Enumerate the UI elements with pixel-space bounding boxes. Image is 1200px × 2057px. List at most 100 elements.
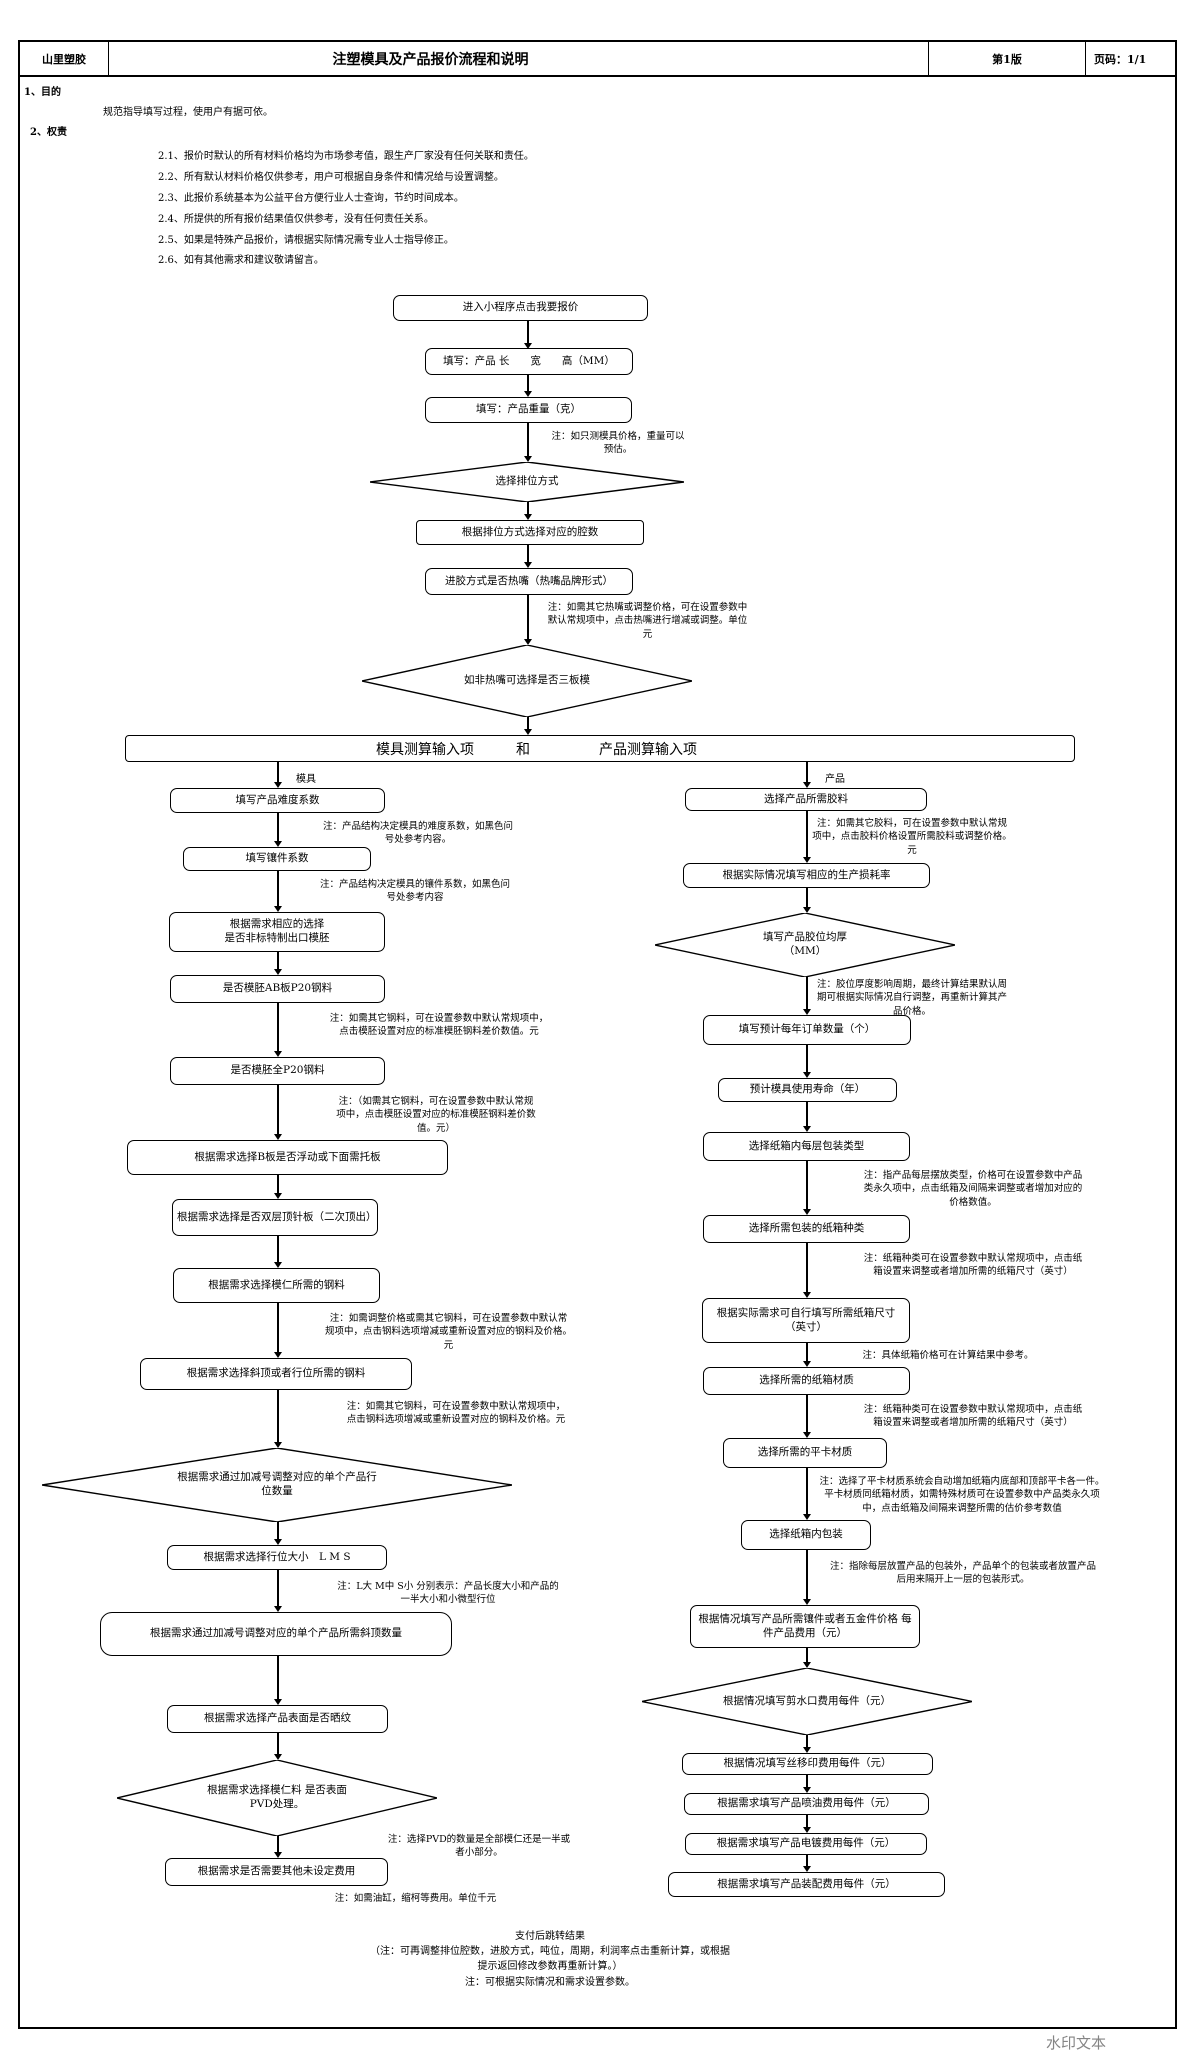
flow-arrow <box>274 1570 281 1612</box>
flow-arrow <box>524 545 531 568</box>
flow-step-assembly-fee: 根据需求填写产品装配费用每件（元） <box>668 1872 945 1897</box>
flow-arrow <box>274 1303 281 1358</box>
flow-step-hot-runner: 进胶方式是否热嘴（热嘴品牌形式） <box>425 568 633 595</box>
diamond-label: 填写产品胶位均厚 （MM） <box>763 931 847 957</box>
note-carton-size: 注：具体纸箱价格可在计算结果中参考。 <box>862 1350 1034 1361</box>
header-version-cell: 第1版 <box>928 42 1085 77</box>
flow-arrow <box>803 1243 810 1298</box>
note-other-fees: 注：如需油缸，缩柯等费用。单位千元 <box>334 1893 497 1904</box>
flow-arrow <box>274 1522 281 1545</box>
flow-arrow <box>803 888 810 913</box>
flow-step-other-fees: 根据需求是否需要其他未设定费用 <box>165 1858 388 1886</box>
flow-step-spray-paint-fee: 根据需求填写产品喷油费用每件（元） <box>684 1793 929 1815</box>
diamond-shape <box>362 645 692 717</box>
flow-arrow <box>274 1390 281 1448</box>
flow-arrow <box>524 321 531 349</box>
flow-step-inner-packing: 选择纸箱内包装 <box>741 1520 871 1550</box>
branch-label-mold: 模具 <box>296 774 316 785</box>
flow-arrow <box>803 1161 810 1215</box>
note-wall-thickness: 注：胶位厚度影响周期，最终计算结果默认周 期可根据实际情况自行调整，再重新计算其… <box>816 979 1007 1017</box>
diamond-label: 如非热嘴可选择是否三板模 <box>464 674 590 687</box>
diamond-shape <box>117 1760 437 1836</box>
flow-step-custom-mold-base: 根据需求相应的选择 是否非标特制出口模胚 <box>169 912 385 952</box>
flow-step-cavity-count: 根据排位方式选择对应的腔数 <box>416 520 644 545</box>
branch-label-product: 产品 <box>825 774 845 785</box>
section-1-body: 规范指导填写过程，使用户有据可依。 <box>103 107 273 118</box>
flow-arrow <box>803 1775 810 1793</box>
flow-step-lifter-count: 根据需求通过加减号调整对应的单个产品所需斜顶数量 <box>100 1612 452 1656</box>
diamond-shape <box>42 1448 512 1522</box>
flow-arrow <box>803 1343 810 1367</box>
responsibility-item: 2.1、报价时默认的所有材料价格均为市场参考值，跟生产厂家没有任何关联和责任。 <box>158 151 534 162</box>
flow-arrow <box>524 717 531 735</box>
flow-step-insert-factor: 填写镶件系数 <box>183 847 371 871</box>
flow-step-texture: 根据需求选择产品表面是否晒纹 <box>167 1705 388 1733</box>
flow-arrow <box>274 762 281 788</box>
flow-step-core-steel: 根据需求选择模仁所需的钢料 <box>173 1268 380 1303</box>
diamond-label: 根据需求通过加减号调整对应的单个产品行 位数量 <box>177 1471 377 1497</box>
header-company-cell: 山里塑胶 <box>20 42 108 77</box>
note-slider-size: 注：L大 M中 S小 分别表示：产品长度大小和产品的 一半大小和小微型行位 <box>337 1581 559 1606</box>
flow-arrow <box>803 1045 810 1078</box>
note-ab-plate-p20: 注：如需其它钢料，可在设置参数中默认常规项中， 点击模胚设置对应的标准模胚钢料差… <box>329 1013 549 1038</box>
flow-step-double-ejector: 根据需求选择是否双层顶针板（二次顶出） <box>172 1199 378 1236</box>
flow-decision-three-plate-mold: 如非热嘴可选择是否三板模 <box>362 645 692 717</box>
flow-arrow <box>274 813 281 847</box>
flow-arrow <box>274 1085 281 1140</box>
flow-step-layer-packing-type: 选择纸箱内每层包装类型 <box>703 1132 910 1161</box>
flow-step-mold-life: 预计模具使用寿命（年） <box>718 1078 897 1102</box>
watermark-text: 水印文本 <box>1046 2034 1107 2052</box>
flow-arrow <box>803 1395 810 1438</box>
flow-arrow <box>274 1836 281 1858</box>
responsibility-item: 2.3、此报价系统基本为公益平台方便行业人士查询，节约时间成本。 <box>158 193 464 204</box>
note-difficulty-factor: 注：产品结构决定模具的难度系数，如黑色问 号处参考内容。 <box>322 821 513 846</box>
flow-arrow <box>803 1855 810 1872</box>
header-page-cell: 页码：1/1 <box>1085 42 1175 77</box>
flow-step-plating-fee: 根据需求填写产品电镀费用每件（元） <box>685 1833 927 1855</box>
inputs-bar-product-label: 产品测算输入项 <box>599 741 697 758</box>
flow-step-lifter-slider-steel: 根据需求选择斜顶或者行位所需的钢料 <box>140 1358 412 1390</box>
flow-arrow <box>274 871 281 912</box>
flow-decision-layout-method: 选择排位方式 <box>370 462 684 502</box>
flow-arrow <box>803 1648 810 1668</box>
footer-params-note: 注：可根据实际情况和需求设置参数。 <box>465 1977 635 1988</box>
diamond-label: 根据情况填写剪水口费用每件（元） <box>723 1694 891 1707</box>
flow-step-printing-fee: 根据情况填写丝移印费用每件（元） <box>682 1753 933 1775</box>
diamond-shape <box>642 1668 972 1735</box>
note-select-resin: 注：如需其它胶料，可在设置参数中默认常规 项中，点击胶料价格设置所需胶料或调整价… <box>812 818 1012 856</box>
note-flat-card-material: 注：选择了平卡材质系统会自动增加纸箱内底部和顶部平卡各一件。 平卡材质同纸箱材质… <box>819 1476 1105 1514</box>
flow-step-hardware-price: 根据情况填写产品所需镶件或者五金件价格 每 件产品费用（元） <box>690 1605 920 1648</box>
flow-arrow <box>803 1102 810 1132</box>
flow-arrow <box>803 977 810 1015</box>
flow-decision-slider-count: 根据需求通过加减号调整对应的单个产品行 位数量 <box>42 1448 512 1522</box>
flow-step-product-weight: 填写：产品重量（克） <box>425 397 632 423</box>
note-pvd: 注：选择PVD的数量是全部模仁还是一半或 者小部分。 <box>387 1834 571 1859</box>
note-hot-runner: 注：如需其它热嘴或调整价格，可在设置参数中 默认常规项中，点击热嘴进行增减或调整… <box>547 602 748 640</box>
diamond-shape <box>370 462 684 502</box>
flow-arrow <box>274 1733 281 1760</box>
flow-arrow <box>803 1468 810 1520</box>
flow-step-flat-card-material: 选择所需的平卡材质 <box>723 1438 887 1468</box>
flow-step-slider-size: 根据需求选择行位大小 L M S <box>167 1545 387 1570</box>
flow-arrow <box>803 811 810 863</box>
flow-step-carton-material: 选择所需的纸箱材质 <box>703 1367 910 1395</box>
flow-step-carton-size: 根据实际需求可自行填写所需纸箱尺寸 （英寸） <box>702 1298 910 1343</box>
flow-arrow <box>274 1236 281 1268</box>
responsibility-item: 2.2、所有默认材料价格仅供参考，用户可根据自身条件和情况给与设置调整。 <box>158 172 504 183</box>
flow-arrow <box>274 1656 281 1705</box>
inputs-bar-mold-label: 模具测算输入项 <box>376 741 474 758</box>
footer-result-title: 支付后跳转结果 <box>515 1931 585 1942</box>
footer-result-note: （注：可再调整排位腔数，进胶方式，吨位，周期，利润率点击重新计算，或根据 提示返… <box>370 1946 730 1972</box>
flow-arrow <box>524 423 531 462</box>
flow-decision-gate-trimming-fee: 根据情况填写剪水口费用每件（元） <box>642 1668 972 1735</box>
responsibility-item: 2.5、如果是特殊产品报价，请根据实际情况需专业人士指导修正。 <box>158 235 454 246</box>
flow-step-full-p20: 是否模胚全P20钢料 <box>170 1057 385 1085</box>
diamond-shape <box>655 913 955 977</box>
flow-step-product-dimensions: 填写：产品 长 宽 高（MM） <box>425 348 633 375</box>
note-carton-type: 注：纸箱种类可在设置参数中默认常规项中，点击纸 箱设置来调整或者增加所需的纸箱尺… <box>863 1253 1083 1278</box>
flow-arrow <box>803 1815 810 1833</box>
note-insert-factor: 注：产品结构决定模具的镶件系数，如黑色问 号处参考内容 <box>319 879 510 904</box>
flow-arrow <box>274 1175 281 1199</box>
note-full-p20: 注：（如需其它钢料，可在设置参数中默认常规 项中，点击模胚设置对应的标准模胚钢料… <box>336 1096 536 1134</box>
